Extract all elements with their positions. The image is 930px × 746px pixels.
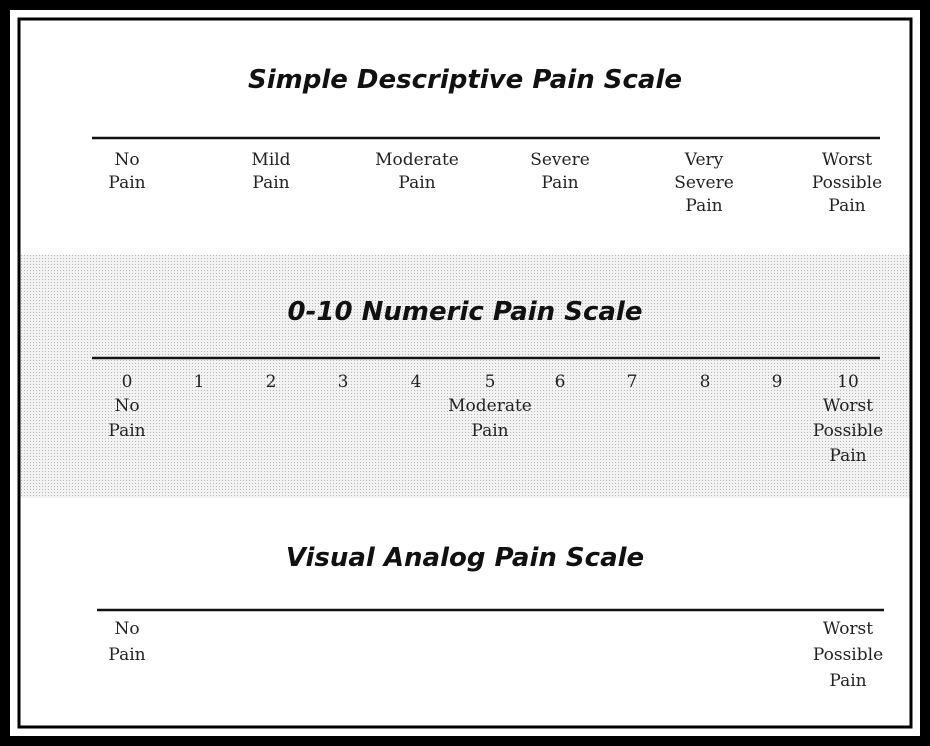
scale-label: Pain xyxy=(829,446,866,466)
scale-number: 7 xyxy=(627,372,638,392)
scale-label: Severe xyxy=(530,150,590,170)
scale-label: Mild xyxy=(251,150,290,170)
scale-label: No xyxy=(114,150,139,170)
scale-label: Moderate xyxy=(448,396,532,416)
scale-number: 9 xyxy=(772,372,783,392)
scale-number: 6 xyxy=(555,372,566,392)
scale-label: No xyxy=(114,619,139,639)
scale-label: Severe xyxy=(674,173,734,193)
scale-label: Pain xyxy=(471,421,508,441)
scale-label: Worst xyxy=(823,619,873,639)
scale-label: Worst xyxy=(823,396,873,416)
numeric-band xyxy=(20,255,910,498)
scale-label: Pain xyxy=(252,173,289,193)
scale-number: 10 xyxy=(837,372,859,392)
scale-label: Pain xyxy=(685,196,722,216)
scale-label: Pain xyxy=(108,645,145,665)
scale-label: Very xyxy=(684,150,724,170)
scale-number: 5 xyxy=(485,372,496,392)
scale-label: Pain xyxy=(828,196,865,216)
scale-number: 3 xyxy=(338,372,349,392)
scale-label: Possible xyxy=(813,645,883,665)
scale-label: Possible xyxy=(813,421,883,441)
scale-label: Possible xyxy=(812,173,882,193)
scale-label: Pain xyxy=(108,421,145,441)
scale-number: 8 xyxy=(700,372,711,392)
scale-number: 0 xyxy=(122,372,133,392)
scale-label: Worst xyxy=(822,150,872,170)
section-title: 0-10 Numeric Pain Scale xyxy=(288,297,643,327)
scale-label: Moderate xyxy=(375,150,459,170)
scale-number: 1 xyxy=(194,372,205,392)
section-title: Simple Descriptive Pain Scale xyxy=(248,65,682,95)
scale-label: Pain xyxy=(541,173,578,193)
scale-number: 2 xyxy=(266,372,277,392)
section-title: Visual Analog Pain Scale xyxy=(286,543,644,573)
scale-label: Pain xyxy=(398,173,435,193)
scale-label: No xyxy=(114,396,139,416)
scale-label: Pain xyxy=(108,173,145,193)
scale-number: 4 xyxy=(411,372,422,392)
inner-border xyxy=(17,17,913,729)
scale-label: Pain xyxy=(829,671,866,691)
